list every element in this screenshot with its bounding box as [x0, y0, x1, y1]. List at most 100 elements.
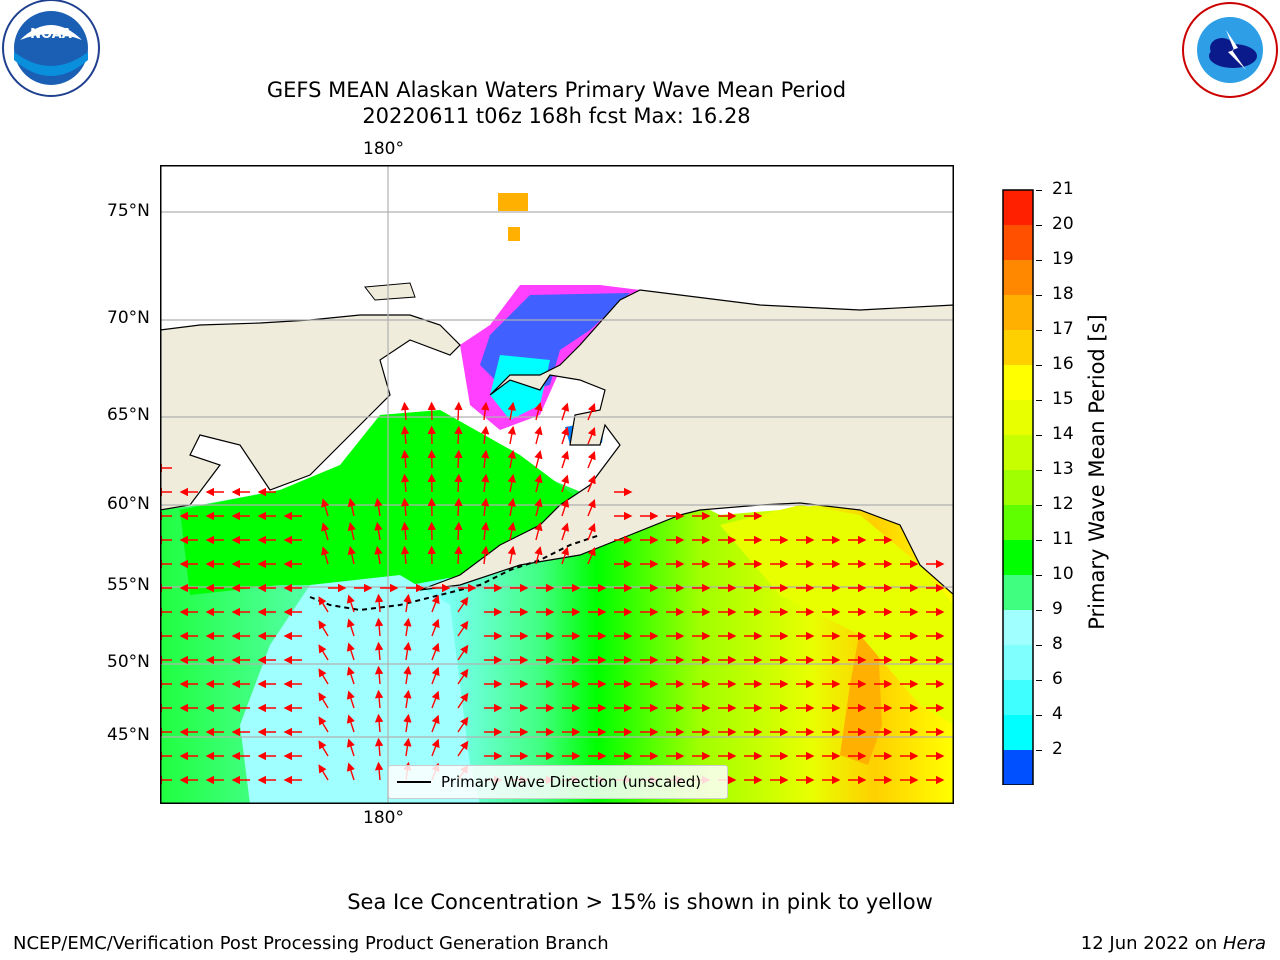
wave-arrow [587, 499, 596, 517]
wave-arrow [561, 450, 570, 469]
wave-arrow [346, 762, 355, 781]
wave-arrow [534, 474, 543, 493]
wave-arrow [347, 546, 356, 565]
wave-arrow [400, 497, 410, 517]
wave-arrow [346, 714, 355, 733]
wave-arrow [481, 425, 490, 445]
colorbar-tick-label: 20 [1052, 214, 1074, 234]
wave-arrow [561, 426, 570, 445]
wave-arrow [457, 692, 469, 709]
lat-label-60: 60°N [107, 494, 150, 514]
wave-arrow [507, 449, 516, 469]
wave-arrow [347, 522, 356, 541]
lat-label-50: 50°N [107, 652, 150, 672]
wave-arrow [346, 738, 355, 757]
wave-arrow [374, 737, 384, 757]
wave-arrow [318, 620, 329, 637]
wave-arrow [587, 475, 596, 493]
colorbar [1000, 185, 1050, 815]
wave-arrow [431, 642, 440, 661]
wave-arrow [457, 644, 469, 661]
wave-arrow [318, 692, 329, 709]
wave-arrow [454, 449, 463, 469]
colorbar-segment [1003, 645, 1033, 680]
colorbar-tick-label: 10 [1052, 564, 1074, 584]
colorbar-tick-label: 12 [1052, 494, 1074, 514]
wave-arrow [431, 690, 440, 709]
colorbar-tick-label: 17 [1052, 319, 1074, 339]
colorbar-segment [1003, 470, 1033, 505]
graticule [160, 165, 954, 804]
wave-arrow [400, 401, 410, 421]
wave-arrow [403, 665, 412, 685]
wave-arrow [400, 449, 410, 469]
wave-arrow [454, 473, 463, 493]
noaa-logo: NOAA [0, 0, 104, 100]
colorbar-segment [1003, 435, 1033, 470]
wave-arrow [561, 522, 570, 541]
wave-arrow [347, 498, 356, 517]
colorbar-tick-label: 6 [1052, 669, 1063, 689]
wave-arrow [403, 737, 412, 757]
colorbar-tick-label: 13 [1052, 459, 1074, 479]
svg-text:NOAA: NOAA [30, 27, 72, 42]
wave-arrow [561, 498, 570, 517]
wave-arrow [374, 545, 383, 565]
wave-arrow [457, 668, 469, 685]
wave-arrow [431, 618, 440, 637]
wave-arrow [457, 716, 469, 733]
lat-label-70: 70°N [107, 308, 150, 328]
wave-arrow [534, 498, 543, 517]
lon-label-bottom: 180° [363, 808, 404, 828]
colorbar-tick-label: 15 [1052, 389, 1074, 409]
wave-arrow [454, 425, 463, 445]
legend-line-icon [397, 781, 431, 783]
colorbar-tick-label: 16 [1052, 354, 1074, 374]
wave-arrow [454, 401, 463, 421]
wave-arrow [561, 546, 570, 565]
wave-arrow [431, 594, 440, 613]
colorbar-segment [1003, 575, 1033, 610]
wave-arrow [457, 596, 469, 613]
wave-arrow [403, 689, 412, 709]
wave-arrow [400, 425, 410, 445]
colorbar-ticks: 21 20 19 18 17 16 15 14 13 12 11 10 9 8 6 4 2 [1036, 0, 1090, 960]
map-canvas [160, 165, 954, 804]
wave-arrow [587, 523, 596, 541]
colorbar-tick-label: 9 [1052, 599, 1063, 619]
lat-label-55: 55°N [107, 575, 150, 595]
wave-arrow [374, 713, 384, 733]
wave-arrow [481, 401, 490, 421]
wave-arrow [534, 450, 543, 469]
wave-arrow [454, 545, 463, 565]
legend-label: Primary Wave Direction (unscaled) [441, 773, 702, 791]
wave-arrow [374, 497, 383, 517]
colorbar-tick-label: 2 [1052, 739, 1063, 759]
lat-label-45: 45°N [107, 725, 150, 745]
wave-arrow [346, 594, 355, 613]
chart-title: GEFS MEAN Alaskan Waters Primary Wave Me… [266, 78, 847, 102]
wave-arrow [346, 690, 355, 709]
colorbar-label: Primary Wave Mean Period [s] [1085, 314, 1109, 630]
colorbar-segment [1003, 610, 1033, 645]
wave-arrow [481, 545, 490, 565]
wave-arrow [457, 740, 469, 757]
wave-arrow [374, 593, 384, 613]
wave-arrow [507, 497, 516, 517]
wave-arrow [374, 761, 384, 781]
footer-left: NCEP/EMC/Verification Post Processing Pr… [13, 933, 609, 954]
wave-arrow [400, 545, 410, 565]
colorbar-segment [1003, 505, 1033, 540]
wave-arrow [321, 498, 330, 517]
colorbar-segment [1003, 365, 1033, 400]
wave-arrow [507, 473, 516, 493]
wave-arrow [481, 497, 490, 517]
colorbar-segment [1003, 540, 1033, 575]
colorbar-segment [1003, 400, 1033, 435]
wave-arrow [318, 596, 329, 613]
wave-arrow [454, 497, 463, 517]
wrangel-island [364, 282, 416, 301]
wave-arrow [507, 521, 516, 541]
wave-arrow [321, 546, 330, 565]
wave-arrow [561, 474, 570, 493]
